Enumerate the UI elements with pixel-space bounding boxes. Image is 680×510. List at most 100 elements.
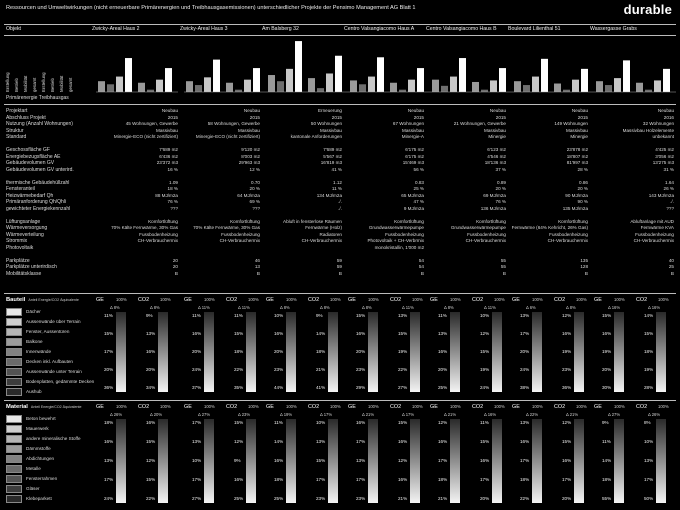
prop-value: Neubau — [571, 108, 588, 113]
prop-value: 50 Wohnungen — [310, 121, 342, 126]
bauteil-title-text: Bauteil — [6, 297, 26, 303]
column-header-6: Boulevard Lilienthal 51 — [508, 26, 561, 32]
bar-5-2 — [532, 76, 539, 92]
bauteil-col-head: GE — [512, 297, 520, 303]
bauteil-stack-bar — [116, 312, 126, 392]
prop-value: 0.89 — [497, 179, 506, 185]
material-stack-value: 16% — [520, 439, 530, 444]
material-stack-value: 20% — [562, 496, 572, 501]
bar-0-2 — [116, 76, 123, 92]
bauteil-legend-swatch — [6, 368, 22, 376]
bauteil-col-head: GE — [96, 297, 104, 303]
bauteil-stack-value: 11% — [438, 313, 447, 318]
bauteil-stack-bar — [158, 312, 168, 392]
material-col-head: 100% — [532, 404, 543, 409]
prop-label: Parkplätze unterirdisch — [6, 264, 57, 270]
bauteil-legend-item: Innenwände — [6, 348, 51, 356]
material-legend-swatch — [6, 415, 22, 423]
bauteil-stack-value: 16% — [192, 331, 202, 336]
prop-value: 135 MJ/m2a — [562, 205, 588, 211]
material-legend-item: Abdichtungen — [6, 455, 54, 463]
material-title-text: Material — [6, 404, 28, 410]
prop-value: 6'175 m2 — [405, 153, 424, 159]
brand-logo: durable — [623, 2, 672, 17]
prop-value: B — [420, 270, 424, 276]
bar-4-4 — [472, 81, 479, 92]
bauteil-stack-value: 16% — [356, 331, 366, 336]
bauteil-stack-value: 15% — [644, 331, 654, 336]
material-stack-bar — [492, 419, 502, 503]
prop-value: 9 MJ/m2a — [403, 205, 424, 211]
bauteil-col-head: CO2 — [138, 297, 150, 303]
material-stack-value: 15% — [316, 458, 326, 463]
column-header-4: Centro Valsangiacomo Haus A — [344, 26, 415, 32]
material-col-head: 100% — [412, 404, 423, 409]
bauteil-delta-label: Δ 8% — [320, 305, 330, 310]
material-stack-value: 21% — [398, 496, 408, 501]
material-col-head: 100% — [286, 404, 297, 409]
prop-value: 41 % — [331, 166, 342, 172]
material-col-head: 100% — [330, 404, 341, 409]
bauteil-stack-value: 19% — [398, 349, 408, 354]
material-delta-label: Δ 22% — [526, 412, 539, 417]
bar-3-1 — [359, 84, 366, 92]
prop-value: Minergie-ECO (nicht zertifiziert) — [113, 134, 178, 139]
bauteil-legend-swatch — [6, 308, 22, 316]
material-legend-label: Mauerwerk — [26, 426, 49, 432]
bauteil-stack-value: 20% — [356, 349, 366, 354]
prop-label: Strommix — [6, 238, 28, 244]
material-delta-label: Δ 27% — [608, 412, 621, 417]
chart-legend-label: Mobilität — [59, 75, 64, 92]
bauteil-legend-label: Fenster, Aussentüren — [26, 329, 70, 335]
bar-5-5 — [563, 89, 570, 92]
material-stack-value: 12% — [398, 458, 408, 463]
material-legend-label: Gläser — [26, 486, 40, 492]
material-stack-value: 16% — [104, 439, 114, 444]
prop-value: 25 % — [413, 186, 424, 191]
column-header-7: Wassergasse Grabs — [590, 26, 637, 32]
material-col-head: 100% — [160, 404, 171, 409]
bar-4-5 — [481, 89, 488, 92]
bar-6-6 — [654, 80, 661, 92]
bar-4-6 — [490, 80, 497, 92]
chart-legend-label: Mobilität — [23, 75, 28, 92]
material-stack-value: 50% — [644, 496, 654, 501]
material-col-head: 100% — [614, 404, 625, 409]
material-delta-label: Δ 21% — [444, 412, 457, 417]
material-col-head: GE — [184, 404, 192, 410]
material-col-head: CO2 — [390, 404, 402, 410]
bauteil-title: Bauteil Anteil Energie/CO2 Äquivalente — [6, 297, 79, 304]
prop-value: Grundwasserwärmepumpe — [450, 225, 506, 230]
material-legend-item: Mauerwerk — [6, 425, 49, 433]
bauteil-stack-value: 15% — [398, 331, 408, 336]
material-legend-item: andere mineralische Stoffe — [6, 435, 81, 443]
prop-value: 26 % — [663, 186, 674, 191]
prop-value: 143 MJ/m2a — [648, 192, 674, 198]
bauteil-stack-value: 12% — [562, 313, 572, 318]
material-stack-value: 11% — [480, 420, 489, 425]
bar-2-0 — [268, 75, 275, 92]
bauteil-stack-bar — [492, 312, 502, 392]
bauteil-stack-value: 25% — [438, 385, 448, 390]
bauteil-subtitle: Anteil Energie/CO2 Äquivalente — [28, 298, 79, 302]
prop-value: Radiatoren — [319, 231, 342, 237]
prop-label: Mobilitätsklasse — [6, 270, 42, 277]
bauteil-stack-value: 15% — [602, 313, 612, 318]
bauteil-legend-item: Aussenwände über Terrain — [6, 318, 81, 326]
divider-colhdr — [4, 35, 676, 36]
chart-legend-label: Erstellung — [41, 72, 46, 92]
chart-legend-footer: Primärenergie Treibhausgas — [6, 95, 69, 101]
prop-value: ??? — [252, 205, 260, 211]
bar-3-0 — [350, 80, 357, 92]
material-stack-value: 22% — [146, 496, 156, 501]
material-stack-value: 12% — [562, 420, 572, 425]
bauteil-col-head: GE — [430, 297, 438, 303]
prop-label: Primäranforderung Qh/Qhli — [6, 199, 67, 205]
prop-value: 2015 — [413, 114, 424, 120]
prop-value: CH-Verbrauchermix — [301, 238, 342, 243]
prop-value: Fussbodenheizung — [467, 231, 506, 237]
material-stack-value: 27% — [192, 496, 202, 501]
divider-material — [4, 400, 676, 401]
prop-value: 21 Wohnungen, Gewerbe — [453, 121, 506, 126]
bauteil-delta-label: Δ 6% — [526, 305, 536, 310]
